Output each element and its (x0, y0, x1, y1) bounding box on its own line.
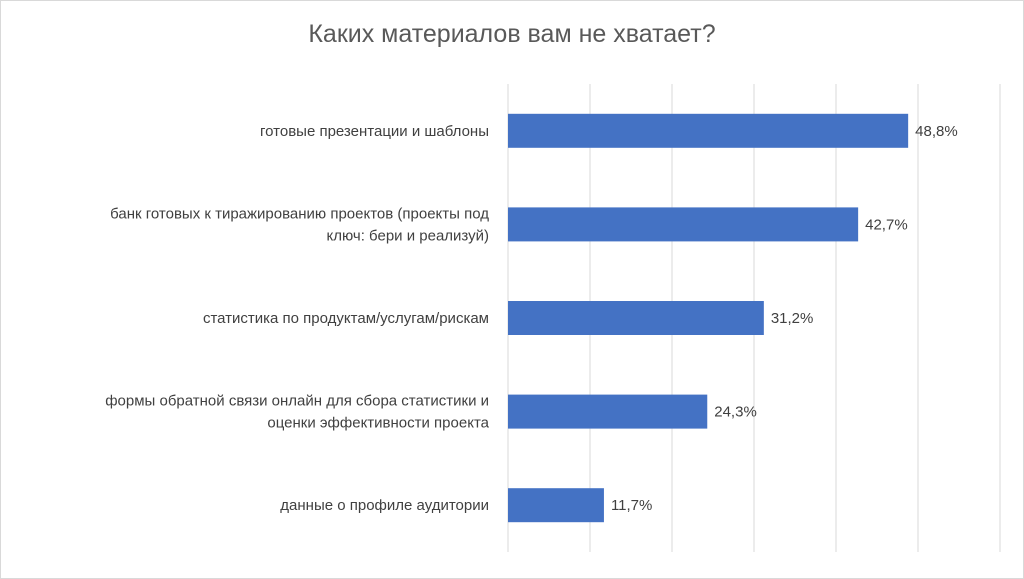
category-label-line: оценки эффективности проекта (267, 415, 489, 432)
category-label-line: статистика по продуктам/услугам/рискам (203, 310, 489, 327)
category-label: банк готовых к тиражированию проектов (п… (110, 205, 489, 244)
category-label: формы обратной связи онлайн для сбора ст… (105, 393, 489, 432)
value-label: 42,7% (865, 216, 908, 233)
bar (508, 113, 909, 148)
category-labels: готовые презентации и шаблоны банк готовы… (105, 123, 489, 514)
category-label: данные о профиле аудитории (280, 497, 489, 514)
bar (508, 301, 764, 335)
bar (508, 488, 604, 523)
value-label: 24,3% (714, 404, 757, 421)
value-labels: 48,8% 42,7% 31,2% 24,3% 11,7% (611, 123, 958, 514)
category-label-line: данные о профиле аудитории (280, 497, 489, 514)
category-label: статистика по продуктам/услугам/рискам (203, 310, 489, 327)
bar (508, 207, 859, 242)
chart-title: Каких материалов вам не хватает? (308, 20, 716, 48)
category-label-line: банк готовых к тиражированию проектов (п… (110, 205, 489, 222)
bars (508, 113, 909, 523)
bar (508, 394, 708, 429)
value-label: 31,2% (771, 310, 814, 327)
category-label: готовые презентации и шаблоны (260, 123, 489, 140)
category-label-line: ключ: бери и реализуй) (327, 227, 490, 244)
category-label-line: готовые презентации и шаблоны (260, 123, 489, 140)
value-label: 11,7% (611, 497, 652, 514)
category-label-line: формы обратной связи онлайн для сбора ст… (105, 393, 489, 410)
value-label: 48,8% (915, 123, 958, 140)
